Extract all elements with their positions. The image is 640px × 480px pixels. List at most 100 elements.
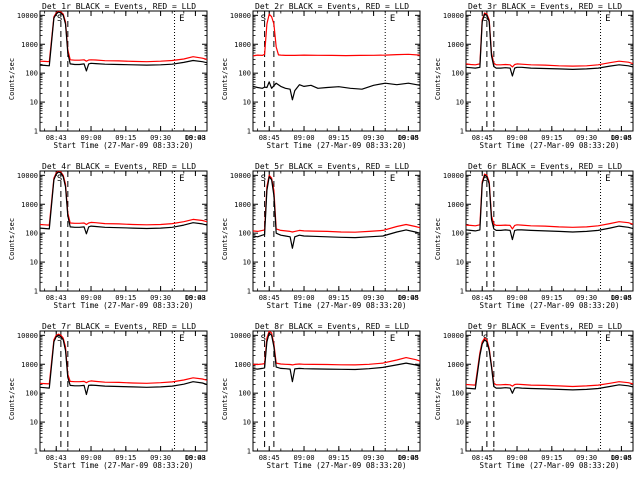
start-marker-label: S	[261, 334, 266, 344]
x-axis-label: Start Time (27-Mar-09 08:33:20)	[267, 461, 407, 470]
y-tick-label: 1000	[447, 41, 464, 49]
y-tick-label: 1	[460, 288, 464, 296]
series-events	[253, 332, 420, 383]
panel-title: Det_7r BLACK = Events, RED = LLD	[42, 322, 196, 331]
end-marker-label: E	[179, 174, 184, 184]
x-tick-label: 09:30	[363, 294, 384, 302]
y-tick-label: 1000	[447, 361, 464, 369]
panel-title: Det_8r BLACK = Events, RED = LLD	[255, 322, 409, 331]
y-tick-label: 10000	[230, 172, 251, 180]
x-tick-label: 09:15	[541, 294, 562, 302]
y-tick-label: 10000	[17, 332, 38, 340]
series-lld	[466, 337, 633, 388]
start-marker-label: S	[57, 14, 62, 24]
y-tick-label: 1	[247, 128, 251, 136]
y-tick-label: 10	[456, 419, 464, 427]
end-marker-label: E	[179, 334, 184, 344]
series-lld	[253, 331, 420, 366]
x-tick-label: 10:00	[610, 134, 631, 142]
y-axis-label: Counts/sec	[434, 378, 442, 420]
end-marker-label: E	[605, 174, 610, 184]
y-tick-label: 1	[460, 128, 464, 136]
x-tick-label: 09:00	[293, 454, 314, 462]
panel-title: Det_6r BLACK = Events, RED = LLD	[468, 162, 622, 171]
x-tick-label: 10:00	[397, 134, 418, 142]
x-tick-label: 09:15	[328, 454, 349, 462]
y-tick-label: 1	[247, 288, 251, 296]
y-axis-label: Counts/sec	[434, 58, 442, 100]
x-axis-label: Start Time (27-Mar-09 08:33:20)	[54, 301, 194, 310]
x-tick-label: 09:15	[541, 134, 562, 142]
x-tick-label: 08:45	[472, 294, 493, 302]
x-tick-label: 09:00	[80, 134, 101, 142]
series-lld	[40, 11, 207, 63]
x-tick-label: 10:00	[184, 294, 205, 302]
y-axis-label: Counts/sec	[8, 58, 16, 100]
x-tick-label: 08:45	[472, 454, 493, 462]
y-tick-label: 10000	[443, 12, 464, 20]
x-tick-label: 10:00	[397, 294, 418, 302]
x-tick-label: 09:30	[150, 294, 171, 302]
x-tick-label: 08:45	[259, 294, 280, 302]
x-tick-label: 08:45	[259, 134, 280, 142]
x-tick-label: 10:00	[610, 294, 631, 302]
y-tick-label: 10	[456, 99, 464, 107]
series-events	[253, 176, 420, 249]
y-tick-label: 1000	[234, 361, 251, 369]
plot-frame	[39, 10, 208, 132]
y-tick-label: 10	[30, 419, 38, 427]
y-tick-label: 1	[34, 448, 38, 456]
plot-frame	[465, 10, 634, 132]
plot-frame	[39, 170, 208, 292]
y-tick-label: 10	[456, 259, 464, 267]
panel-title: Det_9r BLACK = Events, RED = LLD	[468, 322, 622, 331]
plot-frame	[252, 10, 421, 132]
start-marker-label: S	[57, 334, 62, 344]
x-axis-label: Start Time (27-Mar-09 08:33:20)	[54, 141, 194, 150]
y-axis-label: Counts/sec	[8, 218, 16, 260]
y-tick-label: 10	[30, 99, 38, 107]
panel-title: Det_3r BLACK = Events, RED = LLD	[468, 2, 622, 11]
end-marker-label: E	[605, 14, 610, 24]
x-axis-label: Start Time (27-Mar-09 08:33:20)	[480, 301, 620, 310]
x-tick-label: 09:15	[115, 294, 136, 302]
series-lld	[253, 13, 420, 57]
end-marker-label: E	[390, 14, 395, 24]
series-lld	[40, 171, 207, 226]
panel-det-7r: Det_7r BLACK = Events, RED = LLD 1 10 100 10…	[8, 322, 208, 470]
start-marker-label: S	[483, 14, 488, 24]
x-tick-label: 09:30	[150, 454, 171, 462]
y-tick-label: 1000	[21, 201, 38, 209]
x-axis-label: Start Time (27-Mar-09 08:33:20)	[480, 141, 620, 150]
x-tick-label: 09:15	[328, 294, 349, 302]
series-events	[253, 81, 420, 101]
series-events	[40, 171, 207, 235]
start-marker-label: S	[483, 174, 488, 184]
y-tick-label: 100	[25, 390, 38, 398]
y-axis-label: Counts/sec	[8, 378, 16, 420]
x-tick-label: 09:30	[576, 134, 597, 142]
x-tick-label: 09:30	[363, 454, 384, 462]
x-tick-label: 09:00	[293, 134, 314, 142]
y-tick-label: 10	[243, 259, 251, 267]
panel-det-9r: Det_9r BLACK = Events, RED = LLD 1 10 100 10…	[434, 322, 634, 470]
y-tick-label: 1000	[234, 201, 251, 209]
end-marker-label: E	[390, 334, 395, 344]
panel-det-6r: Det_6r BLACK = Events, RED = LLD 1 10 100 10…	[434, 162, 634, 310]
x-tick-label: 09:43	[185, 134, 206, 142]
panel-det-1r: Det_1r BLACK = Events, RED = LLD 1 10 100 10…	[8, 2, 208, 150]
panel-det-4r: Det_4r BLACK = Events, RED = LLD 1 10 100 10…	[8, 162, 208, 310]
x-tick-label: 08:45	[259, 454, 280, 462]
y-axis-label: Counts/sec	[434, 218, 442, 260]
y-tick-label: 1	[34, 288, 38, 296]
x-tick-label: 10:00	[397, 454, 418, 462]
x-tick-label: 09:43	[185, 294, 206, 302]
x-tick-label: 09:15	[115, 454, 136, 462]
x-tick-label: 09:30	[576, 454, 597, 462]
plot-frame	[465, 170, 634, 292]
y-tick-label: 1	[460, 448, 464, 456]
y-tick-label: 1000	[21, 41, 38, 49]
x-tick-label: 08:43	[46, 294, 67, 302]
y-axis-label: Counts/sec	[221, 218, 229, 260]
